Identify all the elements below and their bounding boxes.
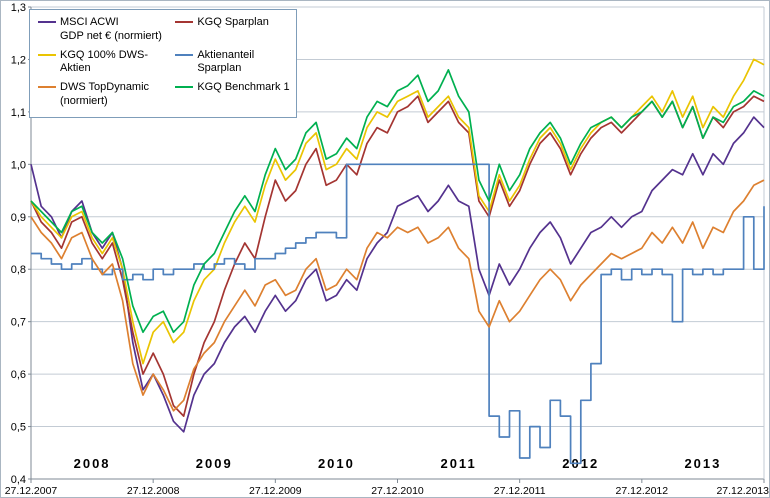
x-tick-label: 27.12.2011 (494, 485, 546, 497)
legend-label: DWS TopDynamic (normiert) (60, 81, 150, 107)
y-tick-label: 0,6 (11, 369, 26, 381)
x-tick-label: 27.12.2012 (616, 485, 669, 497)
series-line-dws-topdynamic-normiert (30, 179, 765, 412)
legend-swatch (38, 86, 56, 88)
legend-swatch (38, 21, 56, 23)
legend-label: KGQ Benchmark 1 (197, 81, 290, 93)
legend-label: KGQ Sparplan (197, 16, 269, 28)
legend-item-kgq-benchmark-1: KGQ Benchmark 1 (175, 81, 290, 109)
y-tick-label: 0,4 (11, 474, 26, 486)
year-label: 2013 (684, 456, 721, 471)
legend-label: Aktienanteil Sparplan (197, 48, 255, 75)
year-label: 2008 (74, 456, 111, 471)
series-line-kgq-100-dws-aktien (30, 58, 765, 365)
year-label: 2009 (196, 456, 233, 471)
x-tick-label: 27.12.2008 (127, 485, 180, 497)
y-tick-label: 1,3 (11, 2, 26, 14)
x-tick-label: 27.12.2007 (5, 485, 58, 497)
series-line-kgq-benchmark-1 (30, 69, 765, 334)
legend-swatch (38, 53, 56, 56)
series-line-kgq-sparplan (30, 95, 765, 417)
year-label: 2010 (318, 456, 355, 471)
y-tick-label: 1,2 (11, 54, 26, 66)
x-tick-label: 27.12.2010 (371, 485, 424, 497)
x-tick-label: 27.12.2009 (249, 485, 302, 497)
y-tick-label: 1,1 (11, 107, 26, 119)
legend-item-kgq-sparplan: KGQ Sparplan (175, 16, 290, 44)
legend-item-msci-acwi: MSCI ACWI GDP net € (normiert) (38, 16, 173, 44)
chart-legend: MSCI ACWI GDP net € (normiert) KGQ Sparp… (29, 9, 297, 118)
series-line-aktienanteil-sparplan (31, 163, 765, 465)
legend-item-aktienanteil-sparplan: Aktienanteil Sparplan (175, 49, 290, 77)
y-tick-label: 0,9 (11, 212, 26, 224)
legend-label: MSCI ACWI GDP net € (normiert) (60, 16, 162, 42)
legend-swatch (175, 53, 194, 56)
y-tick-label: 1,0 (11, 159, 26, 171)
legend-swatch (175, 86, 194, 88)
x-tick-label: 27.12.2013 (716, 485, 769, 497)
legend-swatch (175, 21, 194, 23)
legend-item-kgq-100-dws-aktien: KGQ 100% DWS-Aktien (38, 49, 173, 77)
y-tick-label: 0,8 (11, 264, 26, 276)
y-tick-label: 0,5 (11, 422, 26, 434)
legend-item-dws-topdynamic: DWS TopDynamic (normiert) (38, 81, 173, 109)
legend-label: KGQ 100% DWS-Aktien (60, 48, 149, 75)
y-tick-label: 0,7 (11, 317, 26, 329)
year-label: 2011 (440, 456, 476, 471)
